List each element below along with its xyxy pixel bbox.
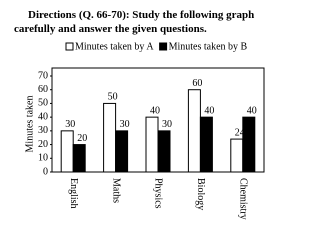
bar — [72, 144, 86, 173]
data-label: 40 — [150, 105, 160, 116]
bar — [242, 116, 256, 173]
chart: Minutes taken by A Minutes taken by B 0 10 2… — [24, 41, 265, 220]
x-tick-label: English — [68, 178, 79, 209]
data-label: 24 — [235, 127, 245, 138]
y-tick-label: 0 — [43, 166, 48, 177]
legend-swatch — [65, 42, 74, 51]
data-label: 30 — [120, 119, 130, 130]
y-axis-label: Minutes taken — [24, 96, 35, 153]
bar — [187, 89, 201, 173]
data-label: 20 — [77, 133, 87, 144]
data-label: 60 — [192, 78, 202, 89]
chart-page: Directions (Q. 66-70): Study the followi… — [14, 9, 265, 220]
bar — [230, 138, 244, 173]
bar — [115, 130, 129, 173]
bar — [157, 130, 171, 173]
x-tick-label: Biology — [195, 178, 206, 210]
data-label: 40 — [247, 105, 257, 116]
chart-title: Directions (Q. 66-70): Study the followi… — [14, 9, 255, 35]
y-tick-label: 10 — [38, 153, 48, 164]
bar — [145, 116, 159, 173]
bar — [60, 130, 74, 173]
data-label: 40 — [204, 105, 214, 116]
x-tick-label: Chemistry — [238, 178, 249, 220]
x-tick-label: Physics — [153, 178, 164, 209]
bar — [199, 116, 213, 173]
x-tick-label: Maths — [110, 178, 121, 203]
data-label: 50 — [108, 92, 118, 103]
y-tick-label: 40 — [38, 111, 48, 122]
y-tick-label: 50 — [38, 98, 48, 109]
bar — [103, 102, 117, 173]
y-tick-label: 30 — [38, 125, 48, 136]
data-label: 30 — [162, 119, 172, 130]
data-label: 30 — [65, 119, 75, 130]
legend-label: Minutes taken by B — [169, 41, 248, 52]
y-tick-label: 60 — [38, 84, 48, 95]
y-tick-label: 20 — [38, 139, 48, 150]
page: {"chart_data": {"type": "bar", "title": … — [14, 9, 265, 220]
y-tick-label: 70 — [38, 70, 48, 81]
legend-label: Minutes taken by A — [75, 41, 154, 52]
legend-swatch — [159, 42, 168, 51]
